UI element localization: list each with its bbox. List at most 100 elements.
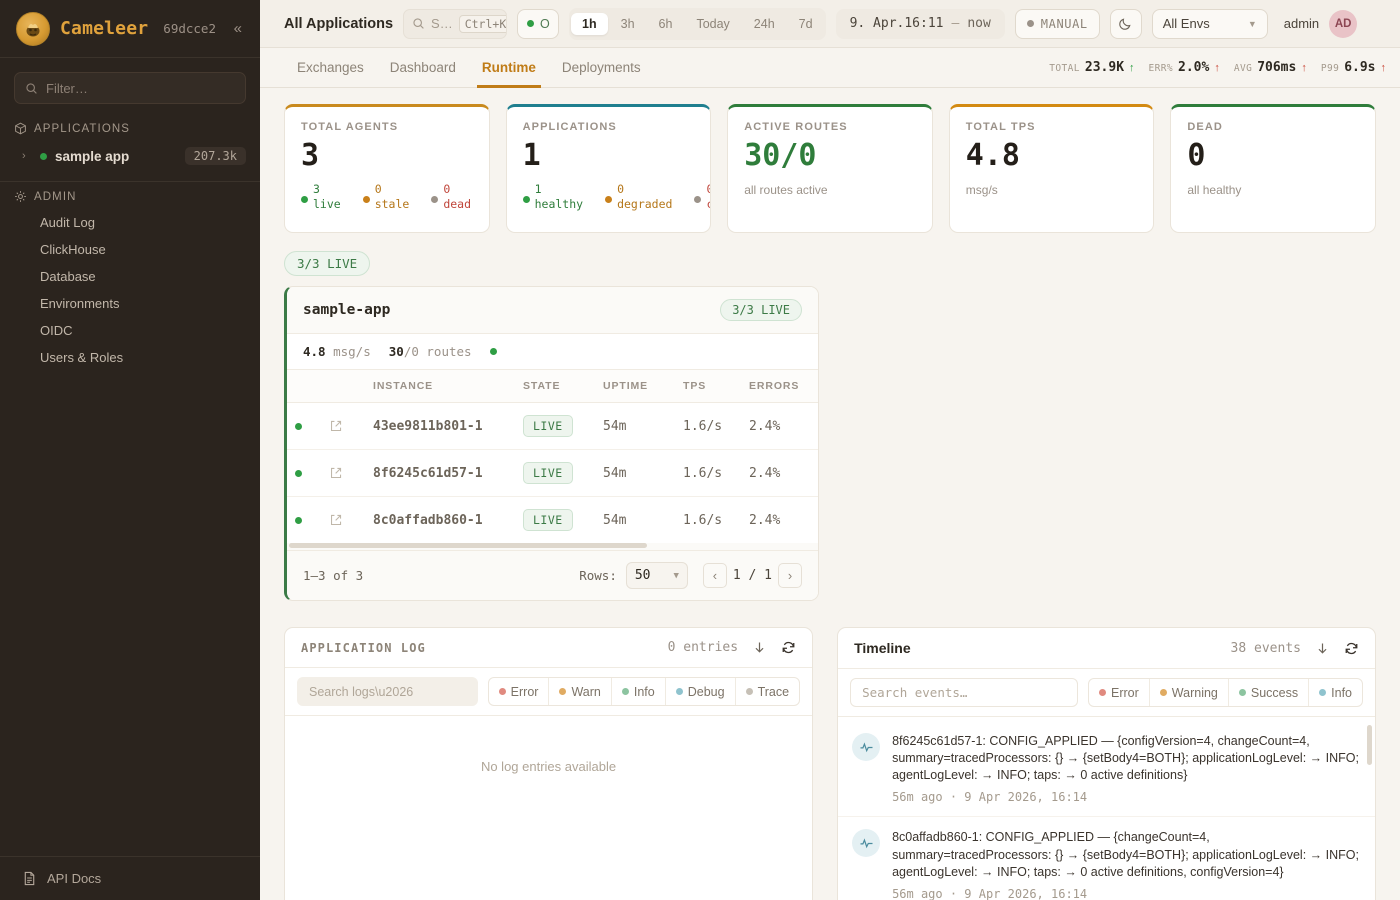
tab-exchanges[interactable]: Exchanges — [297, 59, 364, 75]
level-dot-icon — [559, 688, 567, 695]
row-open-cell[interactable] — [321, 402, 365, 450]
refresh-mode-pill[interactable]: MANUAL — [1014, 8, 1100, 39]
row-state: LIVE — [515, 402, 595, 450]
sidebar-item-clickhouse[interactable]: ClickHouse — [40, 242, 106, 257]
table-row[interactable]: 8c0affadb860-1 LIVE 54m 1.6/s 2.4% 4 — [287, 497, 818, 544]
table-row[interactable]: 43ee9811b801-1 LIVE 54m 1.6/s 2.4% 1 — [287, 402, 818, 450]
metric-p99: P99 6.9s ↑ — [1321, 60, 1386, 75]
time-range-1h[interactable]: 1h — [571, 12, 608, 35]
timeline-scrollbar-thumb[interactable] — [1367, 725, 1372, 765]
mini-metrics: TOTAL 23.9K ↑ ERR% 2.0% ↑ AVG 706ms ↑ P9… — [1049, 60, 1386, 75]
timeline-filter-warning[interactable]: Warning — [1150, 679, 1229, 706]
global-search[interactable]: S… Ctrl+K — [403, 8, 508, 39]
log-level-filters: Error Warn Info — [487, 677, 801, 706]
theme-toggle-button[interactable] — [1109, 8, 1142, 39]
sidebar-filter-input[interactable] — [46, 80, 235, 96]
time-range-today[interactable]: Today — [696, 16, 730, 31]
table-horizontal-scrollbar[interactable] — [287, 543, 818, 550]
scrollbar-thumb[interactable] — [289, 543, 648, 548]
log-filter-label: Debug — [687, 684, 725, 699]
sidebar-header: Cameleer 69dcce2 « — [0, 0, 260, 58]
row-errors: 2.4% — [741, 449, 818, 497]
log-search-input[interactable] — [309, 684, 466, 699]
sidebar-filter[interactable] — [14, 72, 246, 104]
row-errors: 2.4% — [741, 402, 818, 450]
next-page-button[interactable]: › — [778, 563, 802, 588]
time-range-6h[interactable]: 6h — [658, 16, 673, 31]
external-link-icon[interactable] — [329, 466, 357, 480]
instance-table-scroll[interactable]: INSTANCE STATE UPTIME TPS ERRORS H — [287, 370, 818, 543]
sidebar-item-database[interactable]: Database — [40, 269, 96, 284]
sidebar-item-oidc[interactable]: OIDC — [40, 323, 73, 338]
app-card-tps: 4.8 msg/s — [303, 344, 371, 359]
scroll-down-icon[interactable] — [752, 640, 767, 655]
row-open-cell[interactable] — [321, 497, 365, 544]
status-dot-icon — [295, 516, 302, 524]
stat-caption: DEAD — [1187, 121, 1223, 133]
list-item[interactable]: 8c0affadb860-1: CONFIG_APPLIED — {change… — [838, 817, 1375, 900]
sidebar-item-environments[interactable]: Environments — [40, 296, 120, 311]
log-filter-error[interactable]: Error — [489, 678, 550, 705]
col-instance: INSTANCE — [365, 370, 515, 403]
list-item[interactable]: 8f6245c61d57-1: CONFIG_APPLIED — {config… — [838, 721, 1375, 818]
timeline-level-filters: Error Warning Success — [1088, 678, 1363, 707]
scroll-down-icon[interactable] — [1315, 641, 1330, 656]
chevron-down-icon: ▼ — [673, 570, 679, 581]
time-range-3h[interactable]: 3h — [620, 16, 635, 31]
rows-per-page-select[interactable]: 50 ▼ — [625, 562, 688, 589]
global-search-placeholder: S… — [431, 16, 453, 31]
log-filter-debug[interactable]: Debug — [666, 678, 736, 705]
avatar[interactable]: AD — [1329, 9, 1358, 38]
rows-per-page-label: Rows: — [579, 568, 617, 583]
timeline-filter-success[interactable]: Success — [1229, 679, 1310, 706]
sidebar-item-users-roles[interactable]: Users & Roles — [40, 350, 124, 365]
external-link-icon[interactable] — [329, 419, 357, 433]
log-search[interactable] — [297, 677, 478, 706]
environment-select[interactable]: All Envs ▼ — [1151, 8, 1268, 39]
sidebar-item-sample-app[interactable]: › sample app 207.3k — [0, 141, 260, 171]
sidebar-app-count-badge: 207.3k — [184, 147, 246, 165]
log-filter-info[interactable]: Info — [612, 678, 666, 705]
timeline-event-count: 38 events — [1230, 640, 1301, 656]
stat-value: 30/0 — [744, 138, 817, 173]
timeline-event-list: 8f6245c61d57-1: CONFIG_APPLIED — {config… — [838, 717, 1375, 900]
brand-name: Cameleer — [60, 18, 149, 39]
log-filter-warn[interactable]: Warn — [549, 678, 612, 705]
app-card-title: sample-app — [303, 302, 391, 318]
row-status-cell — [287, 402, 321, 450]
sidebar-section-applications: APPLICATIONS — [0, 114, 260, 141]
prev-page-button[interactable]: ‹ — [702, 563, 727, 588]
legend-count: 0 — [706, 182, 710, 198]
tab-deployments[interactable]: Deployments — [561, 59, 641, 75]
application-log-panel: APPLICATION LOG 0 entries — [284, 627, 814, 900]
timeline-filter-info[interactable]: Info — [1309, 679, 1362, 706]
timeline-filter-error[interactable]: Error — [1089, 679, 1150, 706]
collapse-sidebar-button[interactable]: « — [233, 20, 242, 37]
time-window-display[interactable]: 9. Apr.16:11 — now — [835, 8, 1005, 39]
tab-runtime[interactable]: Runtime — [469, 48, 549, 88]
sidebar-item-api-docs[interactable]: API Docs — [0, 856, 260, 900]
col-open — [321, 370, 365, 403]
metric-err-pct: ERR% 2.0% ↑ — [1149, 60, 1220, 75]
row-open-cell[interactable] — [321, 449, 365, 497]
refresh-icon[interactable] — [1344, 641, 1359, 656]
col-status — [287, 370, 321, 403]
legend-count: 0 — [374, 181, 382, 196]
timeline-search-input[interactable] — [862, 685, 1067, 700]
log-filter-trace[interactable]: Trace — [736, 678, 799, 705]
external-link-icon[interactable] — [329, 513, 357, 527]
time-range-24h[interactable]: 24h — [753, 16, 775, 31]
app-card-sample-app: sample-app 3/3 LIVE 4.8 msg/s 30/0 route… — [284, 286, 819, 601]
table-row[interactable]: 8f6245c61d57-1 LIVE 54m 1.6/s 2.4% 3 — [287, 449, 818, 497]
sidebar: Cameleer 69dcce2 « — [0, 0, 260, 900]
time-range-7d[interactable]: 7d — [798, 16, 813, 31]
refresh-icon[interactable] — [781, 640, 796, 655]
timeline-panel-body[interactable]: 8f6245c61d57-1: CONFIG_APPLIED — {config… — [838, 717, 1375, 900]
row-tps: 1.6/s — [675, 449, 741, 497]
status-dot-icon — [527, 20, 535, 27]
sidebar-item-audit-log[interactable]: Audit Log — [40, 215, 95, 230]
tab-dashboard[interactable]: Dashboard — [389, 59, 456, 75]
timeline-search[interactable] — [850, 678, 1079, 707]
chevron-right-icon[interactable]: › — [22, 150, 26, 162]
page-indicator: 1 / 1 — [732, 568, 772, 583]
